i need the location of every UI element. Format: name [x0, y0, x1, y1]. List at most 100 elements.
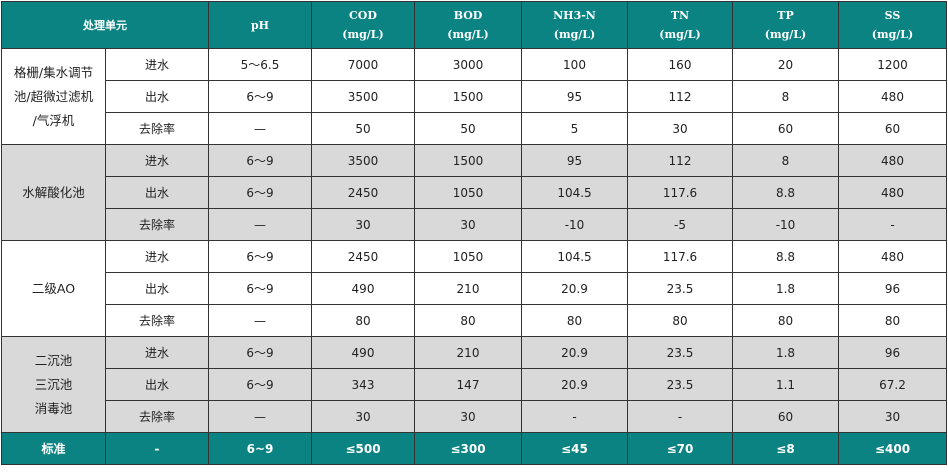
header-row: 处理单元 pH COD (mg/L) BOD (mg/L) NH3-N (mg/L) TN (m… [1, 1, 947, 49]
table-row: 格栅/集水调节 池/超微过滤机/气浮机 进水 5～6.5 7000 3000 100 160 2… [1, 48, 947, 145]
standard-value: 6~9 [208, 432, 312, 465]
value-cell: 23.5 [627, 272, 733, 305]
value-cell: 80 [311, 304, 415, 337]
stage-label: 出水 [105, 176, 209, 209]
header-ph: pH [208, 1, 312, 49]
table-row: 出水 6～9 490 210 20.9 23.5 1.8 96 [2, 272, 947, 305]
header-unit: 处理单元 [1, 1, 209, 49]
column-unit: (mg/L) [553, 28, 596, 41]
value-cell: 30 [627, 112, 733, 145]
standard-row: 标准 -6~9 ≤500 ≤300 ≤45 ≤70 ≤8 ≤400 [1, 432, 947, 465]
table-row: 二沉池 三沉池 消毒池 进水 6～9 490 210 20.9 23.5 1.8 96 [1, 336, 947, 433]
value-cell: 30 [311, 208, 415, 241]
value-cell: 3500 [311, 80, 415, 113]
value-cell: 1200 [838, 48, 947, 81]
table-row: 水解酸化池 进水 6～9 3500 1500 95 112 8 480 [1, 144, 947, 241]
column-name: TP [777, 9, 794, 22]
value-cell: 210 [414, 272, 522, 305]
value-cell: 23.5 [627, 368, 733, 401]
value-cell: 1500 [414, 144, 522, 177]
stage-label: 进水 [105, 336, 209, 369]
stage-label: 去除率 [105, 208, 209, 241]
standard-value: ≤70 [627, 432, 733, 465]
header-ss: SS (mg/L) [838, 1, 947, 49]
value-cell: 8 [732, 80, 839, 113]
standard-value: ≤500 [311, 432, 415, 465]
column-name: NH3-N [553, 9, 596, 22]
value-cell: — [208, 304, 312, 337]
stage-label: 去除率 [105, 112, 209, 145]
value-cell: 2450 [311, 176, 415, 209]
value-cell: 343 [311, 368, 415, 401]
process-unit-line: 池/超微过滤机 [13, 88, 94, 104]
process-unit-cell: 水解酸化池 [1, 144, 106, 241]
value-cell: 50 [311, 112, 415, 145]
column-name: pH [250, 18, 270, 32]
value-cell: 1500 [414, 80, 522, 113]
process-unit-cell: 二级AO [1, 240, 106, 337]
header-bod: BOD (mg/L) [414, 1, 522, 49]
column-unit: (mg/L) [447, 28, 489, 41]
value-cell: 1050 [414, 240, 522, 273]
stage-label: 去除率 [105, 304, 209, 337]
value-cell: 95 [521, 80, 628, 113]
value-cell: 100 [521, 48, 628, 81]
table-row: 出水 6～9 3500 1500 95 112 8 480 [2, 80, 947, 113]
value-cell: 20 [732, 48, 839, 81]
stage-label: 出水 [105, 368, 209, 401]
value-cell: 6～9 [208, 368, 312, 401]
standard-sub: - [105, 432, 209, 465]
standard-value: ≤400 [838, 432, 947, 465]
value-cell: 117.6 [627, 240, 733, 273]
value-cell: - [521, 400, 628, 433]
value-cell: 30 [414, 208, 522, 241]
stage-label: 出水 [105, 80, 209, 113]
value-cell: 60 [732, 112, 839, 145]
header-cod: COD (mg/L) [311, 1, 415, 49]
header-nh3-n: NH3-N (mg/L) [521, 1, 628, 49]
standard-value: ≤45 [521, 432, 628, 465]
value-cell: 7000 [311, 48, 415, 81]
value-cell: 30 [838, 400, 947, 433]
column-name: BOD [453, 9, 483, 22]
stage-label: 出水 [105, 272, 209, 305]
process-unit-line: 二级AO [31, 280, 76, 296]
value-cell: -10 [521, 208, 628, 241]
value-cell: 80 [838, 304, 947, 337]
standard-value: ≤8 [732, 432, 839, 465]
value-cell: 1050 [414, 176, 522, 209]
value-cell: -5 [627, 208, 733, 241]
value-cell: 490 [311, 336, 415, 369]
process-unit-line: 二沉池 [34, 352, 73, 368]
table-row: 去除率 —50 50 5 30 60 60 [2, 112, 947, 145]
value-cell: 8 [732, 144, 839, 177]
process-unit-line: 三沉池 [34, 376, 73, 392]
process-unit-line: 水解酸化池 [22, 184, 85, 200]
table-row: 出水 6～9 2450 1050 104.5 117.6 8.8 480 [2, 176, 947, 209]
value-cell: 20.9 [521, 272, 628, 305]
header-tn: TN (mg/L) [627, 1, 733, 49]
value-cell: 1.1 [732, 368, 839, 401]
value-cell: 80 [414, 304, 522, 337]
value-cell: 5～6.5 [208, 48, 312, 81]
value-cell: — [208, 208, 312, 241]
value-cell: 480 [838, 240, 947, 273]
column-unit: (mg/L) [764, 28, 807, 41]
value-cell: 480 [838, 144, 947, 177]
value-cell: 6～9 [208, 176, 312, 209]
process-unit-cell: 二沉池 三沉池 消毒池 [1, 336, 106, 433]
value-cell: 50 [414, 112, 522, 145]
value-cell: 23.5 [627, 336, 733, 369]
stage-label: 去除率 [105, 400, 209, 433]
stage-label: 进水 [105, 144, 209, 177]
value-cell: -10 [732, 208, 839, 241]
value-cell: 3000 [414, 48, 522, 81]
value-cell: 1.8 [732, 336, 839, 369]
water-quality-table: 处理单元 pH COD (mg/L) BOD (mg/L) NH3-N (mg/L) TN (m… [1, 1, 947, 465]
table-row: 去除率 —30 30- -60 30 [2, 400, 947, 433]
value-cell: 95 [521, 144, 628, 177]
value-cell: 20.9 [521, 336, 628, 369]
process-unit-line: /气浮机 [32, 112, 75, 128]
value-cell: 112 [627, 80, 733, 113]
value-cell: 2450 [311, 240, 415, 273]
